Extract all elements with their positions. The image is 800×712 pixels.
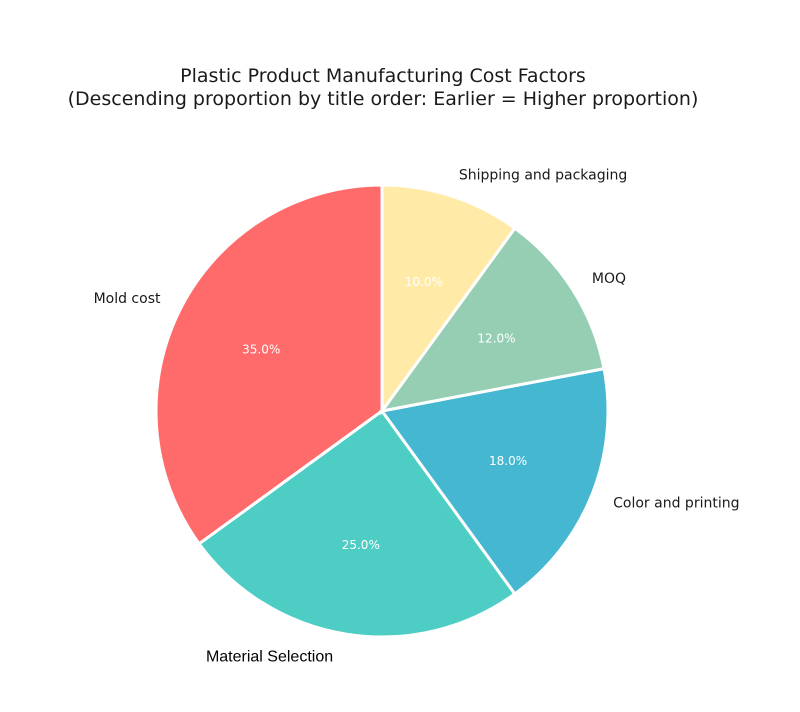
pie-slice-mold-cost bbox=[154, 183, 384, 546]
pie-slices bbox=[154, 183, 610, 639]
pie-percent-label: 18.0% bbox=[489, 454, 527, 468]
pie-slice-material-selection bbox=[197, 408, 517, 639]
pie-category-label: MOQ bbox=[592, 271, 626, 287]
pie-category-label: Shipping and packaging bbox=[459, 168, 627, 184]
pie-category-label: Material Selection bbox=[206, 649, 333, 666]
pie-percent-label: 12.0% bbox=[477, 331, 515, 345]
pie-category-labels: Mold cost Material Selection Color and pri… bbox=[94, 168, 740, 666]
chart-title: Plastic Product Manufacturing Cost Facto… bbox=[180, 65, 586, 87]
pie-percent-label: 35.0% bbox=[242, 342, 280, 356]
pie-category-label: Mold cost bbox=[94, 291, 161, 307]
pie-slice-shipping-and-packaging bbox=[380, 183, 517, 416]
pie-percent-labels: 35.0% 25.0% 18.0% 12.0% 10.0% bbox=[242, 275, 527, 552]
pie-percent-label: 25.0% bbox=[342, 538, 380, 552]
pie-slice-moq bbox=[378, 226, 606, 414]
chart-subtitle: (Descending proportion by title order: E… bbox=[68, 88, 699, 110]
pie-slice-color-and-printing bbox=[379, 366, 610, 596]
pie-percent-label: 10.0% bbox=[405, 275, 443, 289]
pie-category-label: Color and printing bbox=[613, 496, 739, 512]
